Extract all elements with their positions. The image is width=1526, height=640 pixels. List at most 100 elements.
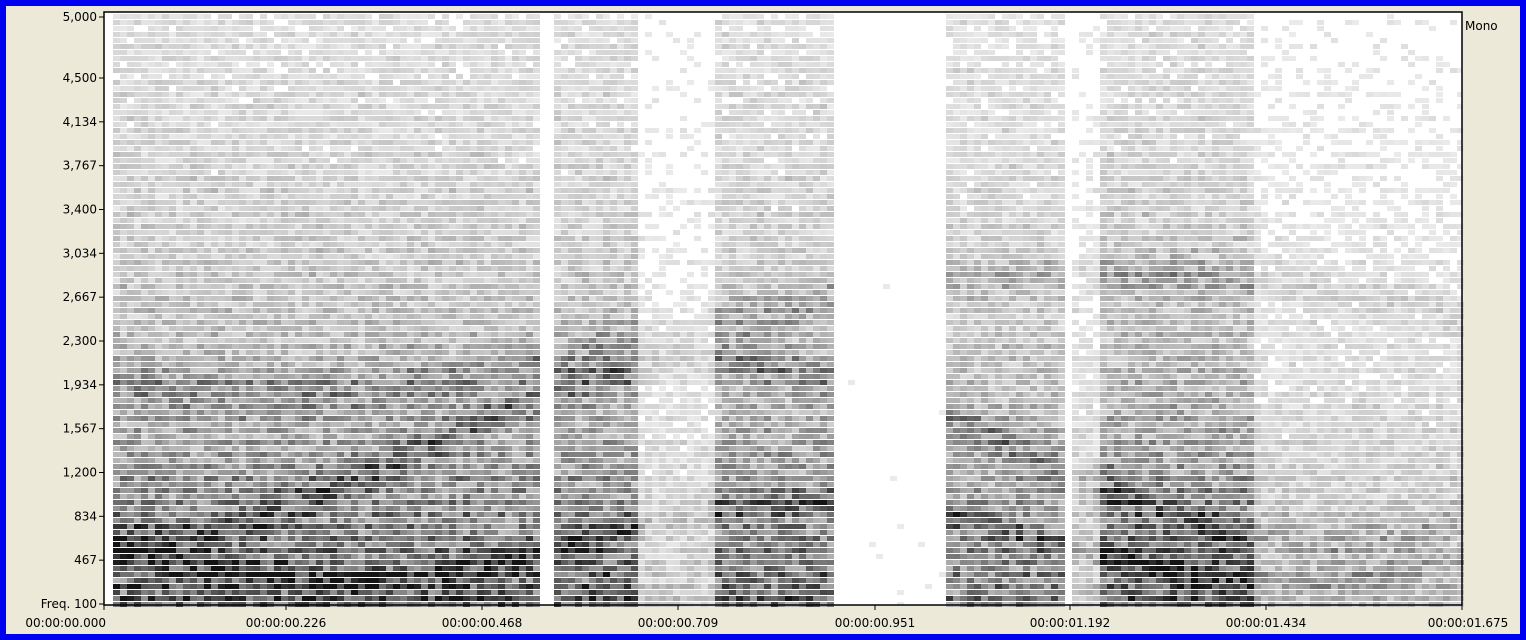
- spectrogram-cell: [344, 92, 351, 97]
- spectrogram-cell: [148, 428, 155, 433]
- spectrogram-cell: [176, 374, 183, 379]
- spectrogram-cell: [421, 14, 428, 19]
- spectrogram-cell: [365, 350, 372, 355]
- spectrogram-cell: [393, 92, 400, 97]
- spectrogram-cell: [337, 80, 344, 85]
- spectrogram-cell: [176, 536, 183, 541]
- spectrogram-cell: [344, 554, 351, 559]
- spectrogram-cell: [204, 356, 211, 361]
- spectrogram-cell: [267, 380, 274, 385]
- spectrogram-cell: [470, 68, 477, 73]
- spectrogram-cell: [351, 62, 358, 67]
- spectrogram-cell: [274, 326, 281, 331]
- spectrogram-cell: [190, 140, 197, 145]
- spectrogram-cell: [456, 74, 463, 79]
- spectrogram-cell: [183, 260, 190, 265]
- spectrogram-cell: [274, 410, 281, 415]
- spectrogram-cell: [127, 350, 134, 355]
- spectrogram-cell: [407, 26, 414, 31]
- spectrogram-cell: [358, 110, 365, 115]
- spectrogram-cell: [232, 20, 239, 25]
- spectrogram-cell: [288, 488, 295, 493]
- spectrogram-cell: [386, 56, 393, 61]
- spectrogram-cell: [449, 338, 456, 343]
- spectrogram-cell: [351, 368, 358, 373]
- spectrogram-cell: [456, 194, 463, 199]
- spectrogram-cell: [288, 500, 295, 505]
- spectrogram-cell: [386, 428, 393, 433]
- spectrogram-cell: [456, 458, 463, 463]
- spectrogram-cell: [141, 566, 148, 571]
- spectrogram-cell: [344, 140, 351, 145]
- spectrogram-cell: [148, 32, 155, 37]
- spectrogram-cell: [428, 320, 435, 325]
- spectrogram-cell: [134, 404, 141, 409]
- spectrogram-cell: [309, 296, 316, 301]
- spectrogram-cell: [225, 512, 232, 517]
- spectrogram-cell: [162, 140, 169, 145]
- spectrogram-cell: [302, 572, 309, 577]
- spectrogram-cell: [449, 554, 456, 559]
- spectrogram-cell: [218, 584, 225, 589]
- spectrogram-cell: [162, 188, 169, 193]
- spectrogram-cell: [281, 134, 288, 139]
- spectrogram-cell: [421, 188, 428, 193]
- spectrogram-cell: [330, 458, 337, 463]
- spectrogram-cell: [379, 344, 386, 349]
- spectrogram-cell: [358, 68, 365, 73]
- spectrogram-cell: [428, 296, 435, 301]
- spectrogram-cell: [176, 194, 183, 199]
- spectrogram-cell: [218, 38, 225, 43]
- spectrogram-cell: [372, 56, 379, 61]
- spectrogram-cell: [288, 230, 295, 235]
- spectrogram-cell: [358, 416, 365, 421]
- spectrogram-cell: [134, 566, 141, 571]
- spectrogram-cell: [225, 428, 232, 433]
- spectrogram-cell: [414, 422, 421, 427]
- spectrogram-cell: [169, 56, 176, 61]
- spectrogram-cell: [323, 344, 330, 349]
- spectrogram-cell: [449, 278, 456, 283]
- spectrogram-cell: [246, 428, 253, 433]
- spectrogram-cell: [204, 488, 211, 493]
- spectrogram-cell: [365, 122, 372, 127]
- spectrogram-cell: [127, 440, 134, 445]
- spectrogram-cell: [358, 566, 365, 571]
- spectrogram-cell: [113, 422, 120, 427]
- spectrogram-cell: [316, 38, 323, 43]
- spectrogram-cell: [134, 56, 141, 61]
- spectrogram-cell: [120, 524, 127, 529]
- spectrogram-cell: [449, 590, 456, 595]
- spectrogram-cell: [155, 134, 162, 139]
- spectrogram-cell: [386, 524, 393, 529]
- spectrogram-cell: [127, 548, 134, 553]
- spectrogram-cell: [232, 410, 239, 415]
- spectrogram-cell: [302, 410, 309, 415]
- spectrogram-cell: [463, 332, 470, 337]
- spectrogram-cell: [379, 482, 386, 487]
- spectrogram-cell: [358, 596, 365, 601]
- spectrogram-cell: [393, 224, 400, 229]
- spectrogram-cell: [414, 308, 421, 313]
- spectrogram-cell: [295, 146, 302, 151]
- spectrogram-cell: [295, 266, 302, 271]
- spectrogram-cell: [225, 404, 232, 409]
- spectrogram-cell: [351, 302, 358, 307]
- spectrogram-cell: [218, 464, 225, 469]
- spectrogram-cell: [148, 590, 155, 595]
- spectrogram-cell: [239, 200, 246, 205]
- spectrogram-cell: [134, 122, 141, 127]
- spectrogram-cell: [239, 302, 246, 307]
- spectrogram-cell: [365, 128, 372, 133]
- spectrogram-cell: [302, 296, 309, 301]
- spectrogram-cell: [358, 164, 365, 169]
- spectrogram-cell: [239, 158, 246, 163]
- spectrogram-cell: [337, 410, 344, 415]
- spectrogram-cell: [267, 152, 274, 157]
- spectrogram-cell: [134, 152, 141, 157]
- spectrogram-cell: [337, 140, 344, 145]
- spectrogram-cell: [204, 374, 211, 379]
- spectrogram-cell: [162, 260, 169, 265]
- spectrogram-cell: [148, 422, 155, 427]
- spectrogram-cell: [407, 20, 414, 25]
